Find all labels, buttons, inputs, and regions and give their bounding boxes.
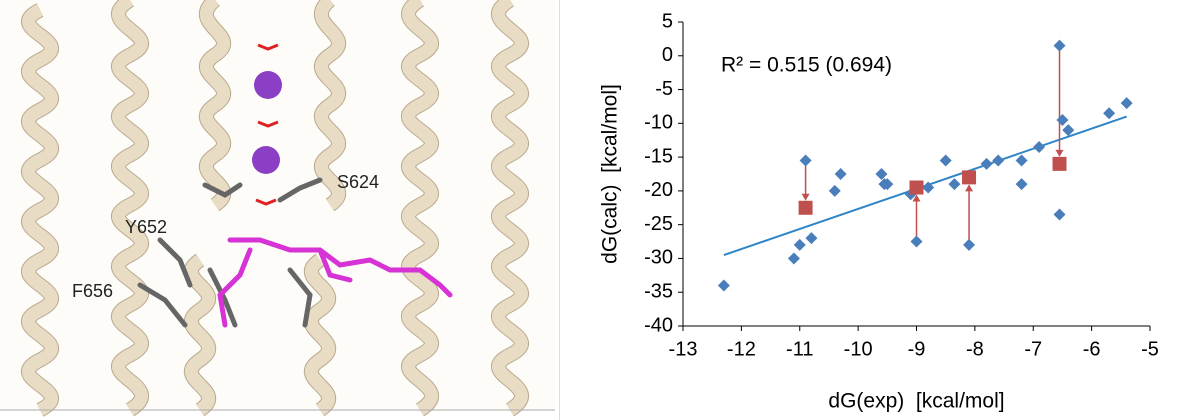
x-tick-label: -7 — [1024, 338, 1042, 360]
y-tick-label: -30 — [644, 247, 673, 269]
x-tick-label: -12 — [727, 338, 756, 360]
x-tick-label: -9 — [908, 338, 926, 360]
arrow-head — [802, 194, 810, 201]
x-tick-label: -8 — [966, 338, 984, 360]
y-tick-label: 0 — [662, 44, 673, 66]
diamond-point — [992, 154, 1004, 166]
annotation: R² = 0.515 (0.694) — [721, 54, 892, 77]
structure-image: S624 Y652 F656 — [0, 0, 555, 420]
diamond-point — [788, 252, 800, 264]
diamond-point — [940, 154, 952, 166]
x-tick-label: -6 — [1083, 338, 1101, 360]
residue-label: Y652 — [125, 217, 167, 237]
diamond-point — [981, 158, 993, 170]
square-point — [910, 181, 924, 195]
diamond-point — [1016, 178, 1028, 190]
diamond-point — [1054, 209, 1066, 221]
diamond-point — [718, 279, 730, 291]
x-tick-label: -10 — [844, 338, 873, 360]
diamond-point — [1103, 107, 1115, 119]
y-tick-label: -15 — [644, 145, 673, 167]
diamond-point — [948, 178, 960, 190]
diamond-point — [963, 239, 975, 251]
diamond-point — [1056, 114, 1068, 126]
y-tick-label: -10 — [644, 112, 673, 134]
y-tick-label: -35 — [644, 281, 673, 303]
y-tick-label: 5 — [662, 10, 673, 32]
y-tick-label: -25 — [644, 213, 673, 235]
arrow-head — [1056, 150, 1064, 157]
square-point — [962, 170, 976, 184]
x-tick-label: -13 — [669, 338, 698, 360]
page: S624 Y652 F656 5 0 -5 -10 -15 -20 -25 -30 -35 -40… — [0, 0, 1179, 420]
residue-label: F656 — [72, 281, 113, 301]
y-tick-label: -5 — [655, 78, 673, 100]
y-tick-label: -20 — [644, 179, 673, 201]
x-axis-label: dG(exp) [kcal/mol] — [828, 390, 1004, 413]
x-tick-label: -5 — [1141, 338, 1159, 360]
square-point — [1053, 157, 1067, 171]
image-background — [0, 0, 555, 410]
diamond-point — [805, 232, 817, 244]
diamond-point — [835, 168, 847, 180]
potassium-ion — [252, 146, 280, 174]
x-tick-label: -11 — [786, 338, 813, 360]
arrow-head — [965, 184, 973, 191]
diamond-point — [875, 168, 887, 180]
diamond-point — [794, 239, 806, 251]
square-point — [799, 201, 813, 215]
residue-label: S624 — [337, 172, 379, 192]
diamond-point — [800, 154, 812, 166]
diamond-point — [1054, 40, 1066, 52]
potassium-ion — [254, 71, 282, 99]
diamond-point — [829, 185, 841, 197]
diamond-point — [1016, 154, 1028, 166]
y-axis-label: dG(calc) [kcal/mol] — [599, 84, 622, 264]
chart: 5 0 -5 -10 -15 -20 -25 -30 -35 -40-13 -12 -11 -10 -9 -… — [559, 0, 1179, 420]
diamond-point — [1033, 141, 1045, 153]
diamond-point — [911, 236, 923, 248]
y-tick-label: -40 — [644, 314, 673, 336]
diamond-point — [1121, 97, 1133, 109]
